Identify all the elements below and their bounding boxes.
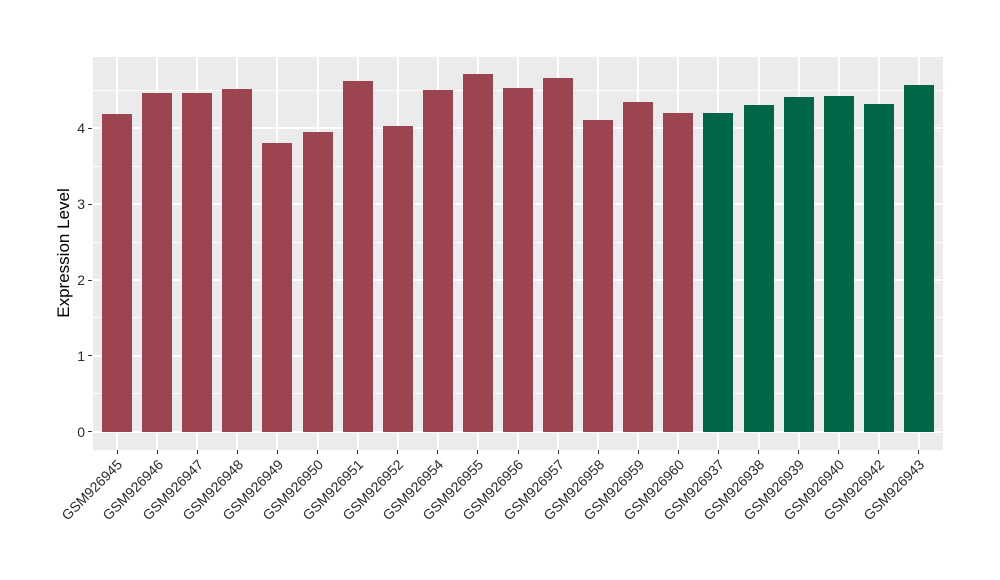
x-tick-label: GSM926959 [580,456,647,524]
x-tick-label: GSM926949 [219,456,287,524]
x-tick-label: GSM926957 [499,456,567,524]
x-tick-label: GSM926952 [339,456,407,524]
bar-GSM926948 [222,88,253,432]
y-tick-mark [88,279,92,281]
y-tick-label: 0 [77,423,85,440]
y-tick-mark [88,355,92,357]
x-tick-mark [798,450,800,454]
x-tick-mark [878,450,880,454]
x-tick-mark [758,450,760,454]
x-tick-label: GSM926942 [820,456,888,524]
x-tick-label: GSM926943 [860,456,928,524]
bar-GSM926938 [743,104,774,432]
x-tick-label: GSM926940 [780,456,848,524]
x-tick-label: GSM926938 [700,456,768,524]
bar-GSM926942 [863,104,894,432]
bar-GSM926949 [262,142,293,432]
x-tick-label: GSM926947 [138,456,206,524]
x-tick-label: GSM926937 [660,456,728,524]
y-tick-mark [88,127,92,129]
bar-GSM926946 [142,92,173,432]
y-tick-mark [88,203,92,205]
x-tick-mark [276,450,278,454]
x-tick-mark [557,450,559,454]
x-tick-mark [597,450,599,454]
bar-GSM926958 [583,119,614,432]
x-tick-mark [517,450,519,454]
bar-GSM926952 [382,126,413,432]
x-tick-mark [477,450,479,454]
x-tick-mark [838,450,840,454]
bar-GSM926947 [182,92,213,432]
bar-GSM926960 [663,113,694,432]
x-tick-label: GSM926950 [259,456,327,524]
x-tick-label: GSM926958 [539,456,607,524]
x-tick-label: GSM926946 [98,456,166,524]
x-tick-mark [918,450,920,454]
x-tick-mark [637,450,639,454]
y-tick-label: 4 [77,120,85,137]
x-tick-mark [116,450,118,454]
plot-panel [93,57,943,450]
x-tick-mark [717,450,719,454]
x-tick-label: GSM926939 [740,456,808,524]
x-tick-mark [317,450,319,454]
x-tick-label: GSM926951 [299,456,367,524]
x-tick-mark [156,450,158,454]
x-tick-label: GSM926954 [379,456,447,524]
bar-GSM926950 [302,132,333,432]
x-tick-label: GSM926945 [58,456,126,524]
y-tick-label: 1 [77,347,85,364]
bar-GSM926937 [703,113,734,432]
x-tick-label: GSM926948 [179,456,246,524]
y-tick-mark [88,431,92,433]
x-tick-mark [196,450,198,454]
bar-GSM926943 [903,85,934,432]
bar-GSM926957 [543,78,574,432]
x-tick-label: GSM926955 [419,456,487,524]
bar-GSM926940 [823,96,854,432]
x-tick-label: GSM926956 [459,456,527,524]
bar-GSM926959 [623,101,654,432]
x-tick-mark [236,450,238,454]
x-tick-mark [437,450,439,454]
bar-GSM926955 [462,74,493,432]
x-tick-label: GSM926960 [620,456,687,524]
x-tick-mark [357,450,359,454]
x-tick-mark [677,450,679,454]
bar-GSM926951 [342,80,373,432]
bar-GSM926954 [422,90,453,432]
x-tick-mark [397,450,399,454]
bar-GSM926945 [102,113,133,432]
bar-GSM926956 [503,88,533,432]
bar-GSM926939 [783,97,814,432]
y-axis-title: Expression Level [54,188,73,318]
